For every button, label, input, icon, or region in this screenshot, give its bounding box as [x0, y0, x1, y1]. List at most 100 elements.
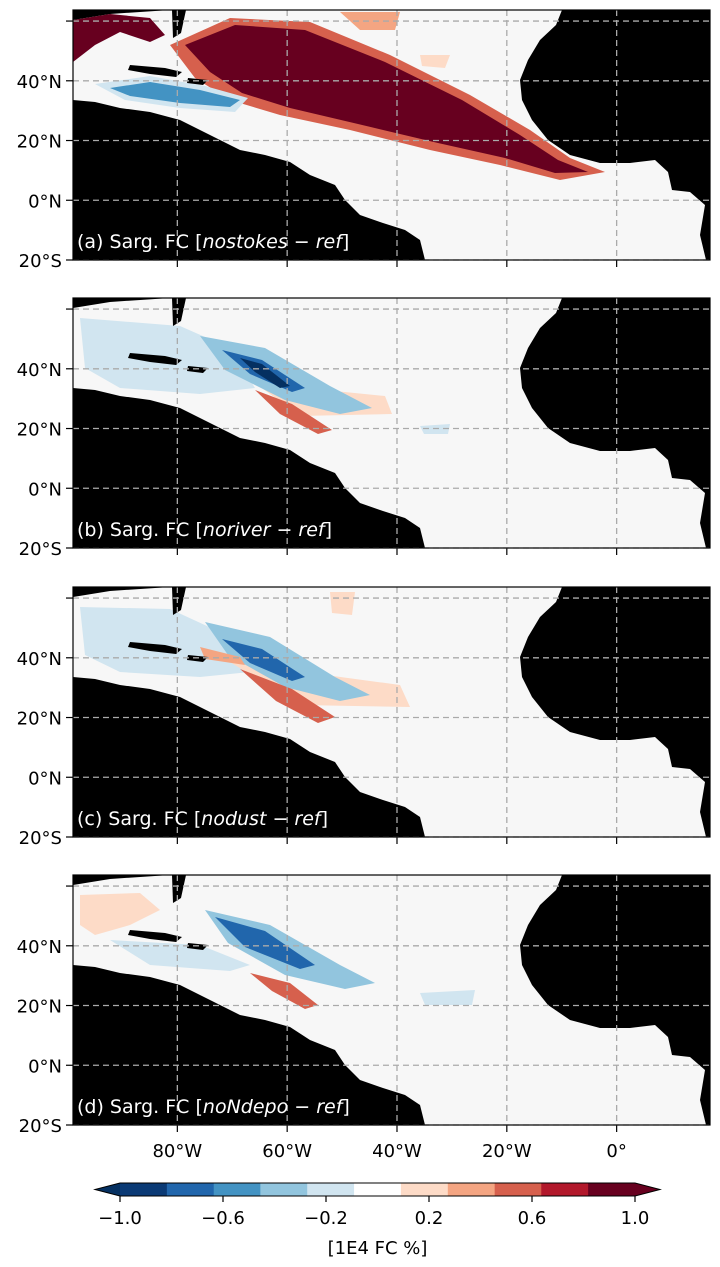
colorbar-extend-low [95, 1183, 120, 1196]
colorbar-tick-label: −0.2 [304, 1208, 348, 1229]
panel-frame [72, 586, 711, 838]
colorbar-segment [588, 1183, 636, 1196]
colorbar-segment [213, 1183, 261, 1196]
panel-frame [72, 297, 711, 549]
y-tick-label: 0°N [28, 1056, 62, 1077]
y-tick-label: 20°N [17, 709, 62, 730]
experiment-name: nodust − ref [201, 808, 324, 830]
colorbar-segment [494, 1183, 542, 1196]
anomaly-contour [240, 358, 290, 388]
island [128, 353, 182, 365]
map-panel: 40°N 20°N 0°N 20°S (d) Sarg. FC [noNdepo − r… [17, 874, 711, 1137]
anomaly-contour [240, 669, 335, 723]
anomaly-contour [200, 647, 245, 665]
colorbar-tick-label: −0.6 [201, 1208, 245, 1229]
experiment-name: noriver − ref [203, 519, 328, 541]
anomaly-contour [420, 990, 475, 1005]
island [172, 10, 186, 38]
anomaly-contour [250, 973, 318, 1009]
island [172, 298, 186, 326]
island [172, 875, 186, 903]
anomaly-contour [80, 318, 255, 394]
colorbar-segment [120, 1183, 168, 1196]
colorbar-segment [260, 1183, 308, 1196]
anomaly-contour [340, 12, 400, 30]
label-prefix: (c) Sarg. FC [ [77, 808, 201, 830]
map-panel: 40°N 20°N 0°N 20°S (c) Sarg. FC [nodust − re… [17, 586, 711, 849]
y-tick-label: 20°S [19, 828, 62, 849]
colorbar-extend-high [635, 1183, 660, 1196]
colorbar: −1.0 −0.6 −0.2 0.2 0.6 1.0 [1E4 FC %] [93, 1182, 662, 1259]
y-tick-label: 0°N [28, 768, 62, 789]
y-tick-label: 20°S [19, 1116, 62, 1137]
x-tick-label: 80°W [152, 1141, 202, 1162]
anomaly-contour [110, 82, 240, 107]
island [128, 65, 182, 77]
anomaly-contour [420, 55, 450, 68]
panel-label: (b) Sarg. FC [noriver − ref] [77, 519, 332, 541]
x-tick-label: 0° [606, 1141, 626, 1162]
y-tick-label: 40°N [17, 649, 62, 670]
island [128, 930, 182, 942]
label-suffix: ] [342, 1096, 349, 1118]
y-tick-label: 40°N [17, 937, 62, 958]
panel-label: (a) Sarg. FC [nostokes − ref] [77, 231, 349, 253]
y-tick-label: 20°N [17, 132, 62, 153]
colorbar-segment [166, 1183, 215, 1196]
x-tick-label: 40°W [372, 1141, 422, 1162]
panel-label: (d) Sarg. FC [noNdepo − ref] [77, 1096, 350, 1118]
anomaly-contour [330, 592, 355, 615]
label-prefix: (a) Sarg. FC [ [77, 231, 202, 253]
anomaly-contour [215, 917, 315, 969]
experiment-name: nostokes − ref [202, 231, 345, 253]
colorbar-segment [307, 1183, 355, 1196]
label-suffix: ] [325, 519, 332, 541]
panel-label: (c) Sarg. FC [nodust − ref] [77, 808, 328, 830]
label-suffix: ] [321, 808, 328, 830]
colorbar-tick-label: −1.0 [98, 1208, 142, 1229]
ocean [73, 298, 706, 548]
y-tick-label: 20°N [17, 997, 62, 1018]
ocean [73, 875, 706, 1125]
y-tick-label: 20°S [19, 539, 62, 560]
y-tick-label: 20°N [17, 420, 62, 441]
anomaly-contour [73, 14, 165, 62]
y-tick-label: 0°N [28, 191, 62, 212]
x-tick-label: 60°W [262, 1141, 312, 1162]
colorbar-segment [354, 1183, 402, 1196]
y-tick-label: 40°N [17, 360, 62, 381]
anomaly-contour [255, 390, 332, 434]
island [187, 655, 208, 662]
colorbar-segment [541, 1183, 589, 1196]
island [172, 587, 186, 615]
panel-frame [72, 874, 711, 1126]
label-prefix: (b) Sarg. FC [ [77, 519, 203, 541]
label-prefix: (d) Sarg. FC [ [77, 1096, 203, 1118]
experiment-name: noNdepo − ref [203, 1096, 346, 1118]
y-tick-label: 40°N [17, 72, 62, 93]
anomaly-contour [185, 25, 588, 173]
colorbar-segment [447, 1183, 496, 1196]
ocean [73, 10, 706, 260]
anomaly-contour [110, 940, 250, 971]
map-panel: 40°N 20°N 0°N 20°S (b) Sarg. FC [noriver − r… [17, 297, 711, 560]
map-panel: 40°N 20°N 0°N 20°S (a) Sarg. FC [nostokes − … [17, 9, 711, 272]
island [128, 642, 182, 654]
y-tick-label: 0°N [28, 479, 62, 500]
label-suffix: ] [342, 231, 349, 253]
island [187, 78, 208, 85]
anomaly-contour [80, 893, 160, 935]
colorbar-tick-label: 0.2 [415, 1208, 444, 1229]
colorbar-label: [1E4 FC %] [328, 1238, 428, 1259]
island [187, 943, 208, 950]
island [187, 366, 208, 373]
anomaly-contour [80, 607, 250, 677]
colorbar-segment [400, 1183, 449, 1196]
panel-frame [72, 9, 711, 261]
x-tick-label: 20°W [482, 1141, 532, 1162]
y-tick-label: 20°S [19, 251, 62, 272]
anomaly-contour [222, 639, 305, 681]
colorbar-tick-label: 1.0 [621, 1208, 650, 1229]
colorbar-tick-label: 0.6 [518, 1208, 547, 1229]
